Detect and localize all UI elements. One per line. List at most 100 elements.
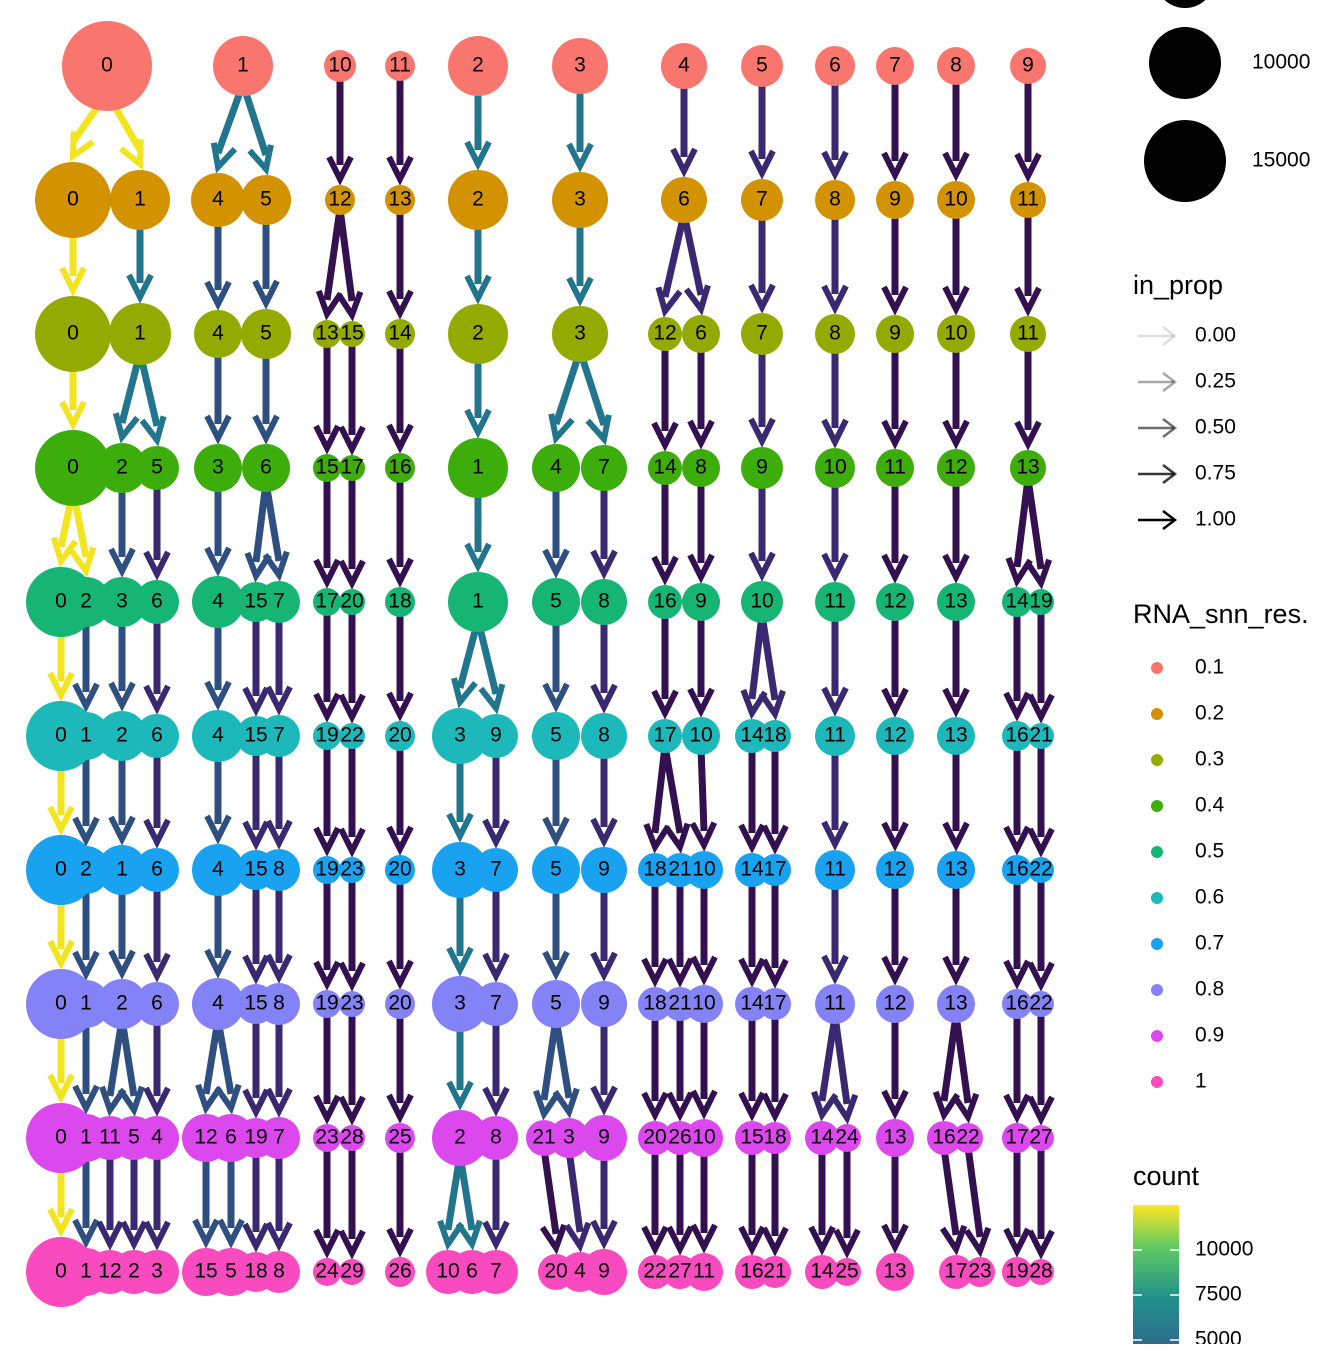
edge-arrowhead <box>690 1223 718 1254</box>
node-label: 3 <box>212 456 224 479</box>
edge-arrowhead <box>1003 959 1031 990</box>
node <box>324 50 356 82</box>
node-label: 5 <box>151 456 163 479</box>
node-label: 3 <box>116 590 128 613</box>
node <box>62 846 110 894</box>
edge <box>262 481 283 562</box>
node-label: 9 <box>598 1260 610 1283</box>
edge-arrowhead <box>313 1228 341 1259</box>
edge <box>661 745 684 834</box>
edge-arrowhead <box>655 286 683 318</box>
node <box>815 984 855 1024</box>
node <box>385 185 415 215</box>
node-label: 16 <box>653 590 676 613</box>
node-label: 9 <box>1022 54 1034 77</box>
edge-arrowhead <box>881 151 909 182</box>
node <box>876 1119 914 1157</box>
node-label: 11 <box>1017 188 1039 211</box>
node <box>192 576 244 628</box>
node-label: 27 <box>1029 1126 1052 1149</box>
edge-arrowhead <box>338 559 366 590</box>
node-label: 1 <box>80 992 92 1015</box>
node-label: 2 <box>472 188 484 211</box>
edge-arrowhead <box>1014 286 1042 317</box>
edge-arrowhead <box>821 552 849 583</box>
node-label: 1 <box>116 858 128 881</box>
node-label: 7 <box>273 724 285 747</box>
edge-arrowhead <box>108 547 136 578</box>
node <box>1028 723 1054 749</box>
node <box>432 976 488 1032</box>
edge-arrowhead <box>313 1094 341 1125</box>
node-label: 2 <box>80 858 92 881</box>
node <box>135 1250 179 1294</box>
edge-arrowhead <box>1003 825 1031 856</box>
node <box>258 581 300 623</box>
node <box>385 1123 415 1153</box>
node-label: 12 <box>883 992 906 1015</box>
edge <box>540 1148 560 1235</box>
edge-arrowhead <box>446 1080 474 1111</box>
node <box>532 846 580 894</box>
node-label: 15 <box>740 1126 763 1149</box>
node-label: 21 <box>1029 724 1052 747</box>
node <box>638 1255 672 1289</box>
edge-arrowhead <box>643 822 671 854</box>
in-prop-key <box>1162 464 1178 484</box>
edge-arrowhead <box>117 1085 145 1117</box>
edge-arrowhead <box>881 553 909 584</box>
edge-arrowhead <box>386 289 414 320</box>
edge-arrowhead <box>262 550 290 582</box>
node-label: 7 <box>490 992 502 1015</box>
node-label: 9 <box>490 724 502 747</box>
node <box>815 716 855 756</box>
edge-arrowhead <box>313 960 341 991</box>
node-label: 10 <box>692 992 715 1015</box>
edge-arrowhead <box>143 952 171 983</box>
node <box>313 1124 341 1152</box>
resolution-key <box>1151 938 1163 950</box>
node-label: 20 <box>388 858 411 881</box>
node <box>258 849 300 891</box>
node-label: 19 <box>1005 1260 1028 1283</box>
node-label: 4 <box>212 724 224 747</box>
node-label: 7 <box>598 456 610 479</box>
node-label: 15 <box>340 322 363 345</box>
edge-arrowhead <box>118 139 144 171</box>
edge-arrowhead <box>651 689 679 720</box>
node-label: 28 <box>1029 1260 1052 1283</box>
node-label: 3 <box>574 188 586 211</box>
resolution-key <box>1151 984 1163 996</box>
edge-arrowhead <box>265 1221 293 1252</box>
node-label: 23 <box>968 1260 991 1283</box>
edge-arrowhead <box>748 149 776 180</box>
edge <box>576 349 608 427</box>
node <box>759 854 791 886</box>
node-label: 11 <box>1017 322 1039 345</box>
node <box>110 170 170 230</box>
node <box>937 717 975 755</box>
node <box>474 714 518 758</box>
edge <box>106 1018 126 1097</box>
edge-arrowhead <box>1014 420 1042 451</box>
node-label: 0 <box>67 188 79 211</box>
size-key <box>1149 27 1221 99</box>
node-label: 15 <box>244 724 267 747</box>
edge-arrowhead <box>265 953 293 984</box>
edge-arrowhead <box>942 151 970 182</box>
edge-arrowhead <box>242 954 270 985</box>
node-label: 9 <box>598 858 610 881</box>
node <box>581 1115 627 1161</box>
node <box>191 173 245 227</box>
node-label: 5 <box>550 858 562 881</box>
node <box>135 714 179 758</box>
node-label: 11 <box>824 992 846 1015</box>
node <box>385 855 415 885</box>
node <box>833 1124 861 1152</box>
edge-arrowhead <box>1003 691 1031 722</box>
node-label: 4 <box>574 1260 586 1283</box>
edge-arrowhead <box>552 1087 580 1119</box>
edge-arrowhead <box>72 816 100 847</box>
node-label: 10 <box>823 456 846 479</box>
edge-arrowhead <box>47 671 75 702</box>
